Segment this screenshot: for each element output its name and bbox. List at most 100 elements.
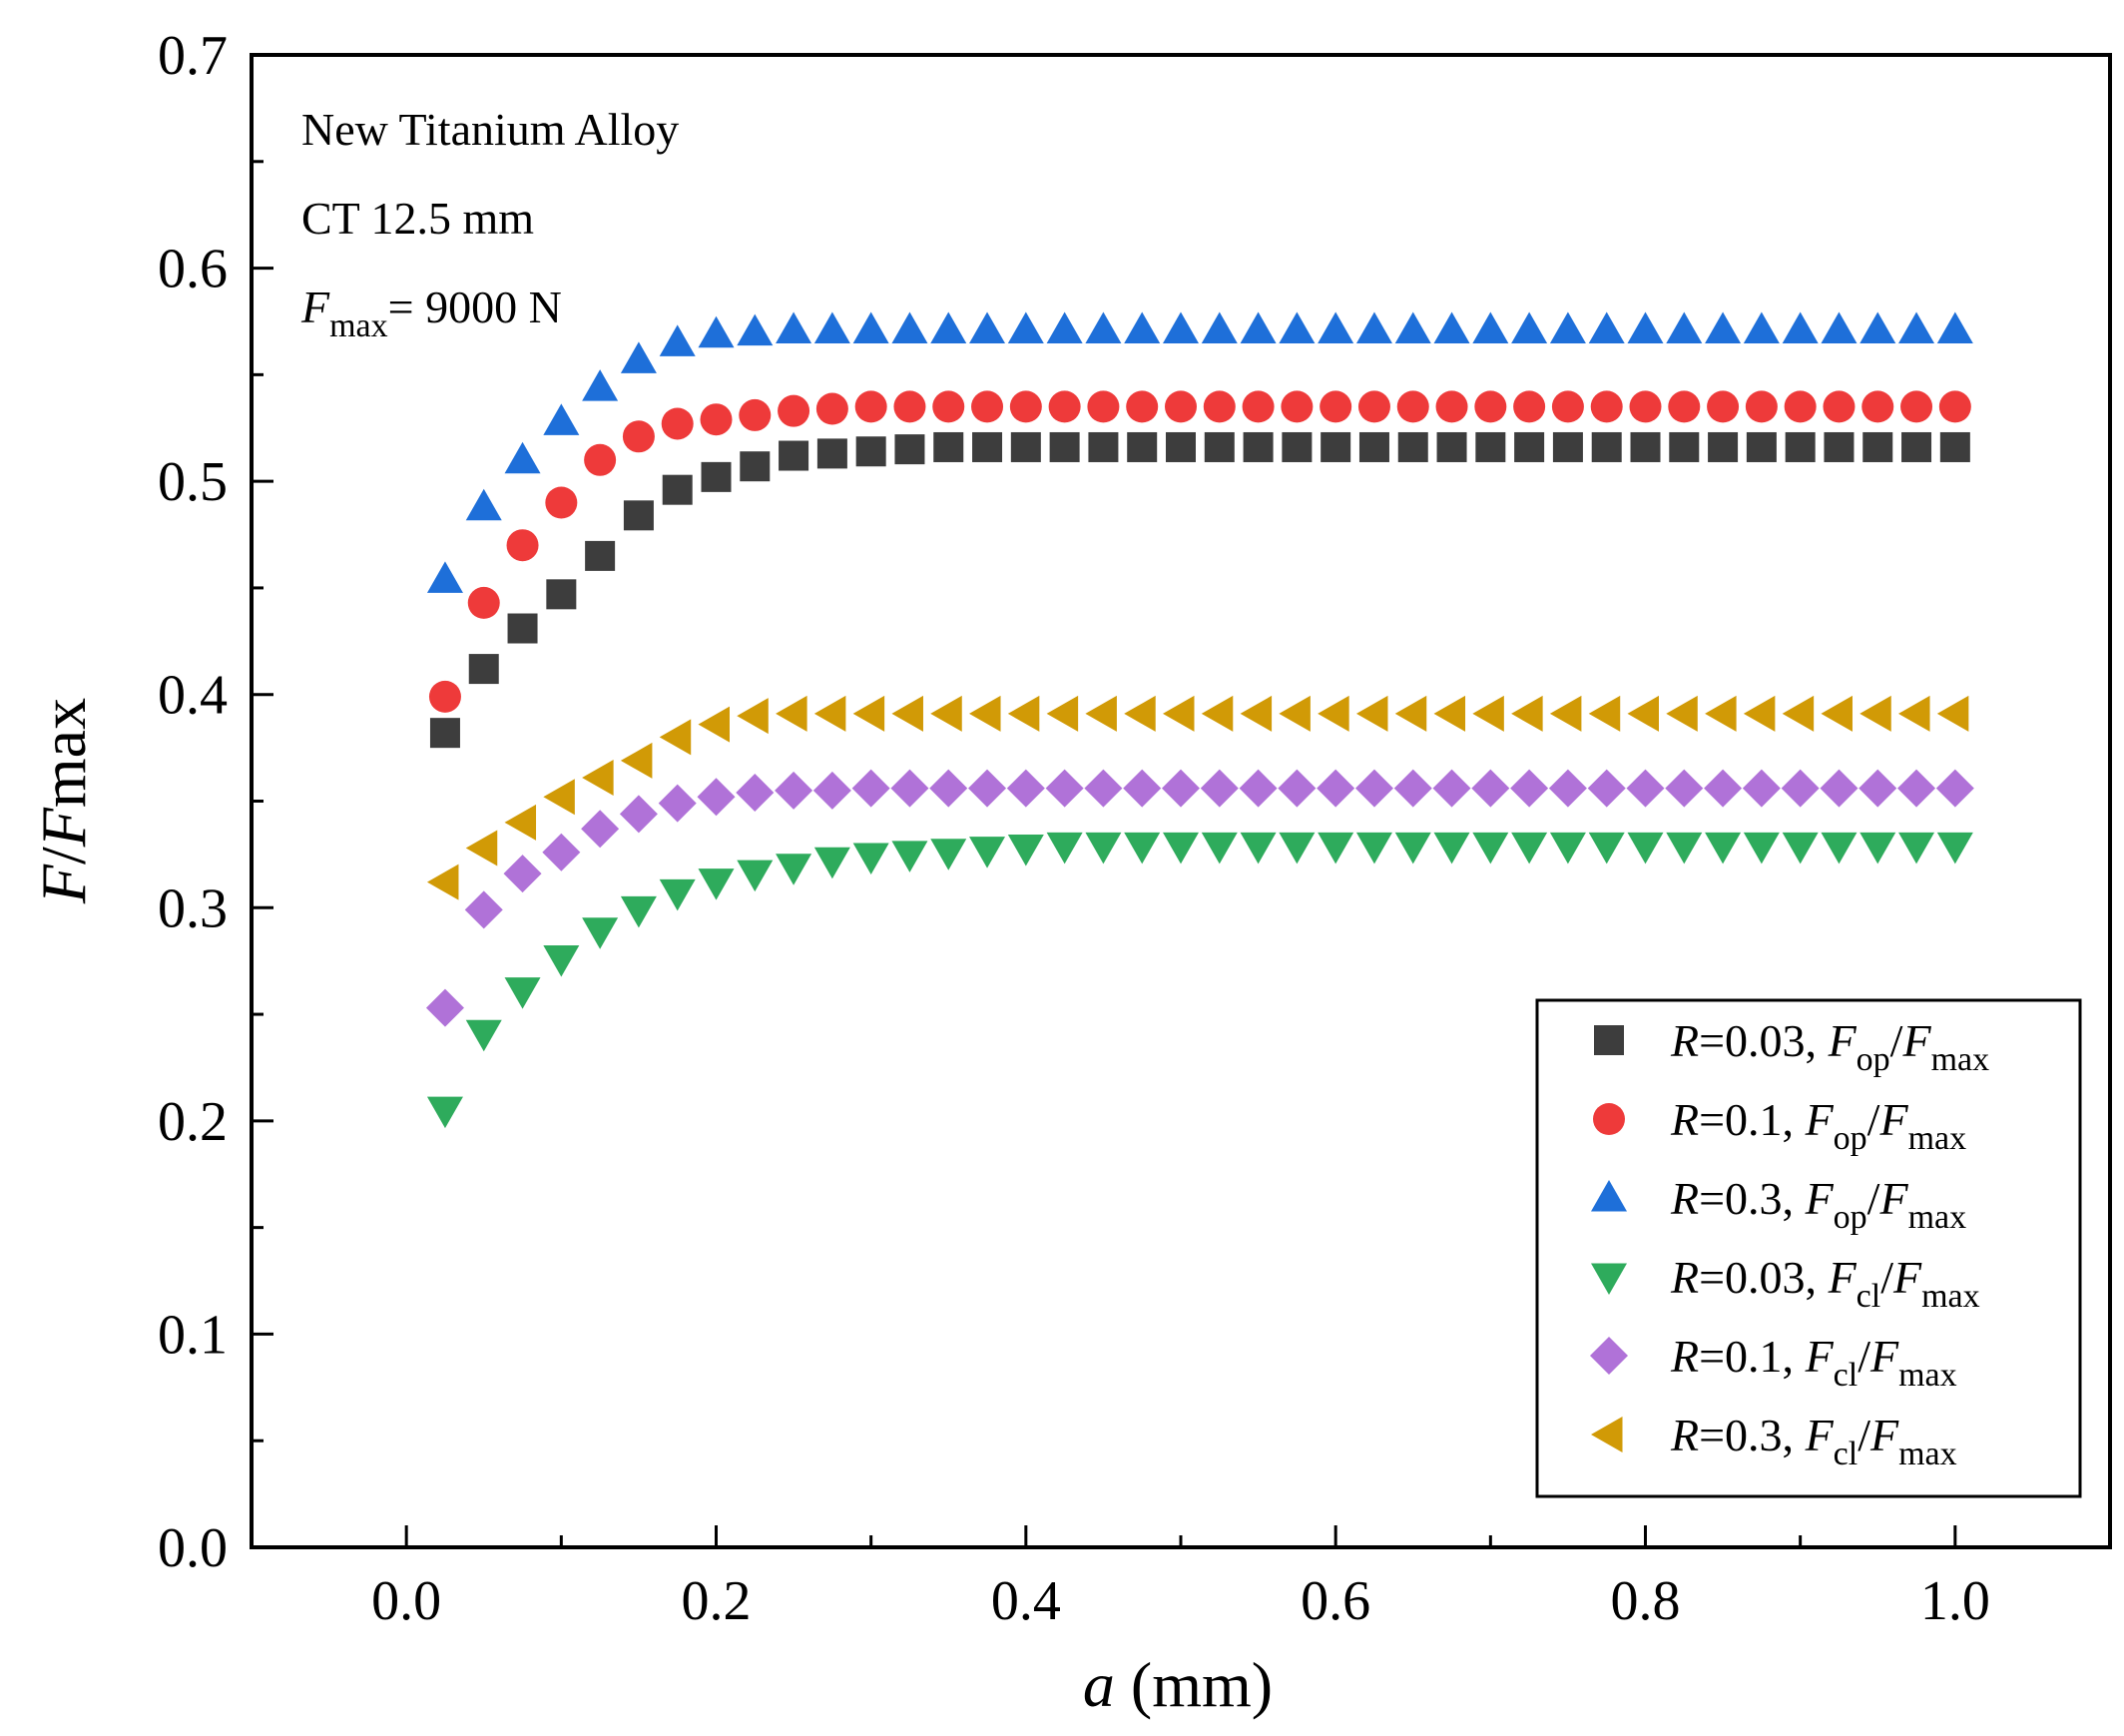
data-point <box>776 695 807 732</box>
data-point <box>1123 769 1162 808</box>
data-point <box>1317 769 1355 808</box>
data-point <box>891 841 928 872</box>
legend-item: R=0.1, Fop/Fmax <box>1593 1094 1966 1157</box>
data-point <box>1046 311 1083 344</box>
data-point <box>739 398 772 431</box>
data-point <box>1163 832 1199 865</box>
data-point <box>622 420 655 453</box>
data-point <box>697 778 736 817</box>
data-point <box>1629 390 1662 423</box>
data-point <box>1007 834 1044 867</box>
data-point <box>1472 695 1504 732</box>
data-point <box>1514 431 1545 462</box>
data-point <box>933 431 964 462</box>
data-point <box>852 843 889 875</box>
legend-marker <box>1591 1417 1623 1452</box>
data-point <box>1358 431 1389 462</box>
data-point <box>1201 311 1238 344</box>
data-point <box>1397 431 1428 462</box>
data-point <box>1898 695 1930 732</box>
data-point <box>1282 431 1313 462</box>
data-point <box>890 769 929 808</box>
data-point <box>1321 431 1351 462</box>
data-point <box>1355 311 1392 344</box>
data-point <box>1549 311 1586 344</box>
data-point <box>1936 695 1969 732</box>
data-point <box>969 695 1001 732</box>
y-tick-label: 0.2 <box>158 1091 228 1153</box>
data-point <box>1782 695 1815 732</box>
data-point <box>969 311 1006 344</box>
annotation-block: New Titanium Alloy CT 12.5 mm Fmax= 9000… <box>300 104 679 344</box>
data-point <box>428 680 461 713</box>
data-point <box>467 586 500 619</box>
data-point <box>543 779 575 816</box>
data-point <box>1006 769 1045 808</box>
data-point <box>1162 769 1200 808</box>
data-point <box>1745 390 1778 423</box>
data-point <box>893 390 926 423</box>
data-point <box>585 540 616 571</box>
data-point <box>778 394 810 427</box>
data-point <box>1432 769 1471 808</box>
data-point <box>1279 832 1316 865</box>
data-point <box>1474 390 1507 423</box>
data-point <box>1433 832 1470 865</box>
legend-marker <box>1590 1337 1628 1375</box>
data-point <box>1203 390 1236 423</box>
legend-marker <box>1594 1025 1624 1055</box>
data-point <box>503 855 542 893</box>
data-point <box>1627 695 1659 732</box>
data-point <box>1588 311 1625 344</box>
data-point <box>1085 695 1117 732</box>
data-point <box>659 719 692 756</box>
data-point <box>852 311 889 344</box>
data-point <box>1124 832 1161 865</box>
data-point <box>464 890 503 929</box>
legend: R=0.03, Fop/Fmax R=0.1, Fop/Fmax R=0.3, Fo… <box>1535 998 2082 1498</box>
data-point <box>698 315 735 348</box>
data-point <box>543 945 580 977</box>
data-point <box>1007 695 1040 732</box>
y-tick-label: 0.5 <box>158 451 228 513</box>
data-point <box>425 988 464 1027</box>
data-point <box>1549 832 1586 865</box>
data-point <box>1046 832 1083 865</box>
data-point <box>661 407 694 440</box>
data-point <box>1433 311 1470 344</box>
data-point <box>1935 769 1974 808</box>
data-point <box>1781 769 1820 808</box>
data-point <box>1898 311 1935 344</box>
data-point <box>816 438 847 469</box>
data-point <box>1436 431 1467 462</box>
annotation-fmax: Fmax= 9000 N <box>300 282 562 344</box>
data-point <box>1936 311 1973 344</box>
data-point <box>659 878 696 911</box>
data-point <box>1433 695 1466 732</box>
data-point <box>1936 832 1973 865</box>
data-point <box>776 854 812 885</box>
data-point <box>1665 769 1704 808</box>
data-point <box>1281 390 1314 423</box>
data-point <box>813 695 846 732</box>
data-point <box>1357 390 1390 423</box>
data-point <box>542 833 581 871</box>
data-point <box>1475 431 1506 462</box>
data-point <box>968 769 1007 808</box>
data-point <box>1588 695 1621 732</box>
data-point <box>1124 695 1156 732</box>
data-point <box>465 1019 502 1052</box>
x-axis-title: a (mm) <box>1083 1649 1273 1720</box>
data-point <box>1782 311 1819 344</box>
data-point <box>582 369 619 401</box>
data-point <box>1201 695 1234 732</box>
data-point <box>1587 769 1626 808</box>
data-point <box>1513 390 1546 423</box>
data-point <box>1318 695 1349 732</box>
data-point <box>1821 695 1853 732</box>
data-point <box>659 324 696 356</box>
data-point <box>1009 390 1042 423</box>
data-point <box>1201 832 1238 865</box>
data-point <box>1666 695 1698 732</box>
